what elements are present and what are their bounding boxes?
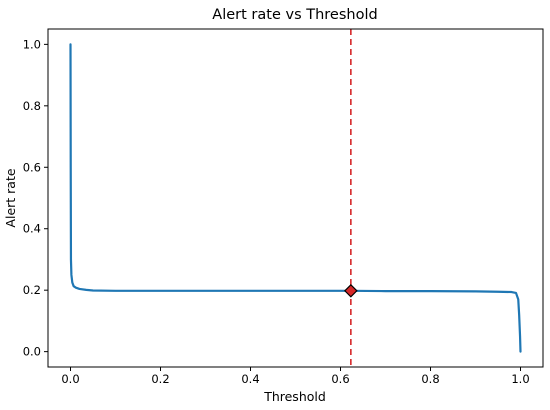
y-axis: 0.0 0.2 0.4 0.6 0.8 1.0 [23, 37, 48, 359]
x-tick-label: 0.8 [421, 372, 439, 386]
y-tick-label: 0.0 [23, 345, 41, 359]
x-tick-label: 0.0 [61, 372, 79, 386]
x-tick-label: 1.0 [511, 372, 529, 386]
threshold-marker [344, 283, 358, 298]
y-tick-label: 0.6 [23, 160, 41, 174]
plot-content [69, 29, 522, 367]
y-tick-label: 0.4 [23, 222, 41, 236]
y-tick-label: 0.2 [23, 283, 41, 297]
x-axis-label: Threshold [263, 389, 326, 404]
x-tick-label: 0.4 [241, 372, 259, 386]
chart-title: Alert rate vs Threshold [212, 7, 377, 23]
plot-frame [47, 28, 544, 368]
series-line-0 [69, 43, 522, 353]
y-tick-label: 1.0 [23, 37, 41, 51]
y-axis-label: Alert rate [3, 168, 18, 227]
x-tick-label: 0.6 [331, 372, 349, 386]
y-tick-label: 0.8 [23, 99, 41, 113]
x-axis: 0.0 0.2 0.4 0.6 0.8 1.0 [61, 367, 530, 386]
x-tick-label: 0.2 [151, 372, 169, 386]
